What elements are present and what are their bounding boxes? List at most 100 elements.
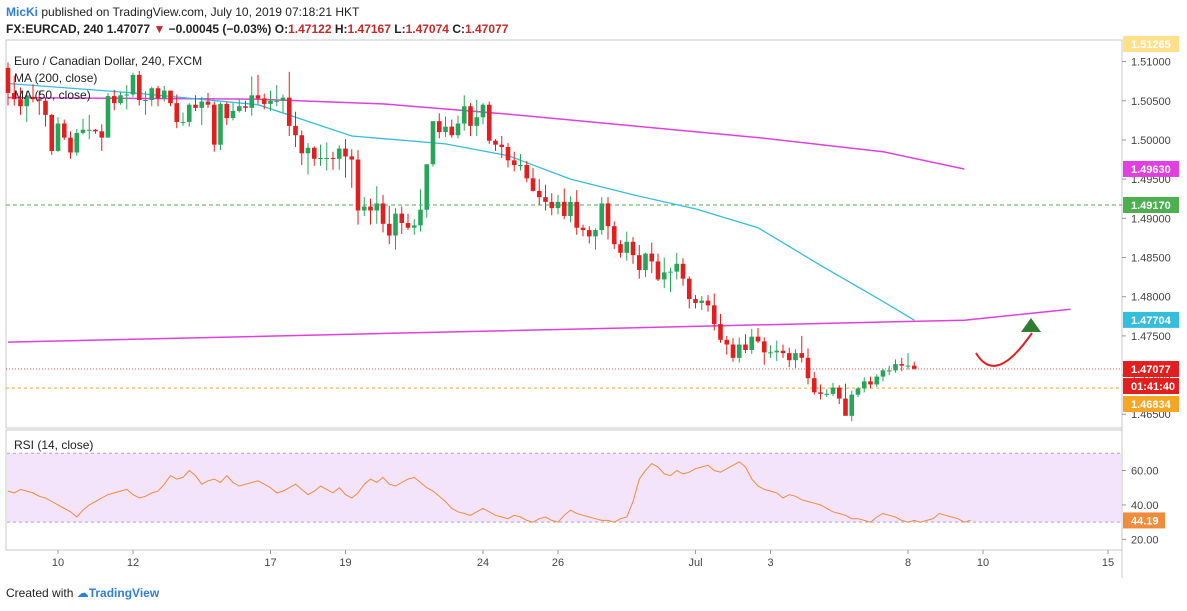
candle-down [843, 398, 848, 416]
footer: Created with ☁TradingView [6, 586, 159, 600]
candle-down [193, 104, 198, 108]
candle-up [105, 96, 111, 138]
candle-down [61, 123, 67, 138]
candle-down [211, 104, 217, 145]
price-tick-label: 1.50500 [1131, 96, 1171, 108]
candle-up [893, 364, 898, 371]
candle-up [599, 203, 605, 231]
candle-down [636, 255, 642, 271]
price-tag-label: 1.51265 [1131, 39, 1171, 51]
candle-down [99, 131, 105, 138]
candle-down [36, 99, 42, 101]
candle-down [386, 223, 392, 236]
ma50-line [7, 82, 915, 321]
candle-up [180, 121, 186, 123]
created-with: Created with [6, 586, 74, 600]
candle-up [199, 101, 205, 108]
candle-down [743, 344, 748, 350]
candle-down [486, 104, 492, 141]
candle-up [886, 370, 892, 372]
time-tick-label: 19 [339, 557, 351, 569]
candle-down [155, 88, 161, 99]
ma50-legend[interactable]: MA (50, close) [14, 88, 91, 102]
close-value: 1.47077 [464, 22, 509, 36]
candle-down [899, 364, 905, 366]
candle-up [130, 74, 136, 95]
high-value: 1.47167 [347, 22, 391, 36]
candle-down [799, 353, 805, 358]
candle-down [49, 114, 55, 151]
candles [5, 62, 917, 422]
time-tick-label: 10 [977, 557, 989, 569]
candle-down [611, 226, 617, 245]
ma200-line [7, 96, 965, 170]
price-axis[interactable]: 1.51000 1.50500 1.50000 1.49500 1.49000 1.485… [1122, 36, 1179, 421]
time-axis[interactable]: 10 12 17 19 24 26 Jul 3 8 10 15 [52, 550, 1114, 569]
price-tick-label: 1.50000 [1131, 135, 1171, 147]
candle-down [449, 126, 455, 136]
candle-up [674, 263, 680, 272]
candle-down [693, 299, 698, 303]
price-change: −0.00045 (−0.03%) [168, 22, 272, 36]
candle-down [405, 223, 411, 228]
up-arrow-icon [1021, 318, 1041, 332]
price-tag-label: 1.47077 [1131, 364, 1171, 376]
candle-up [455, 123, 461, 136]
candle-up [824, 393, 830, 395]
candle-down [630, 241, 636, 256]
candle-up [186, 104, 192, 122]
candle-up [361, 206, 367, 211]
candle-down [299, 135, 305, 154]
candle-up [518, 165, 523, 167]
candle-up [318, 157, 323, 159]
trendline [7, 308, 1071, 343]
price-tick-label: 1.47500 [1131, 331, 1171, 343]
candle-down [505, 147, 511, 161]
candle-down [724, 339, 730, 345]
candle-down [811, 378, 817, 393]
rsi-legend[interactable]: RSI (14, close) [14, 438, 93, 452]
candle-up [143, 99, 148, 101]
publish-info: MicKi published on TradingView.com, July… [6, 5, 359, 19]
candle-up [230, 110, 236, 119]
candle-up [418, 209, 423, 226]
candle-down [655, 261, 661, 280]
candle-up [149, 88, 155, 100]
candle-down [680, 263, 686, 279]
price-tick-label: 1.48500 [1131, 253, 1171, 265]
candle-down [174, 103, 180, 122]
rsi-tick-label: 40.00 [1131, 500, 1159, 512]
time-tick-label: 10 [52, 557, 64, 569]
tradingview-brand[interactable]: TradingView [88, 586, 160, 600]
candle-up [774, 350, 780, 353]
candle-up [324, 157, 330, 159]
candle-up [555, 201, 561, 209]
candle-up [593, 230, 598, 237]
candle-down [368, 206, 373, 211]
candle-down [868, 381, 873, 385]
candle-down [574, 201, 580, 228]
candle-up [749, 336, 755, 350]
price-tick-label: 1.49000 [1131, 213, 1171, 225]
candle-up [74, 132, 80, 153]
candle-down [11, 92, 17, 100]
price-tag-label: 1.46834 [1131, 399, 1172, 411]
candle-up [280, 97, 286, 101]
candle-down [618, 244, 623, 253]
candle-up [624, 241, 630, 253]
author-name[interactable]: MicKi [6, 5, 39, 19]
candle-down [93, 129, 98, 132]
candle-down [205, 101, 211, 105]
candle-down [18, 99, 23, 107]
candle-up [424, 164, 430, 210]
ma200-legend[interactable]: MA (200, close) [14, 71, 97, 85]
price-tag-label: 1.47704 [1131, 315, 1172, 327]
candle-up [905, 365, 911, 367]
candle-up [568, 201, 573, 216]
candle-up [736, 344, 742, 358]
price-tag-label: 1.49170 [1131, 200, 1171, 212]
candle-down [30, 96, 36, 100]
candle-up [830, 387, 836, 394]
candle-down [718, 324, 723, 340]
